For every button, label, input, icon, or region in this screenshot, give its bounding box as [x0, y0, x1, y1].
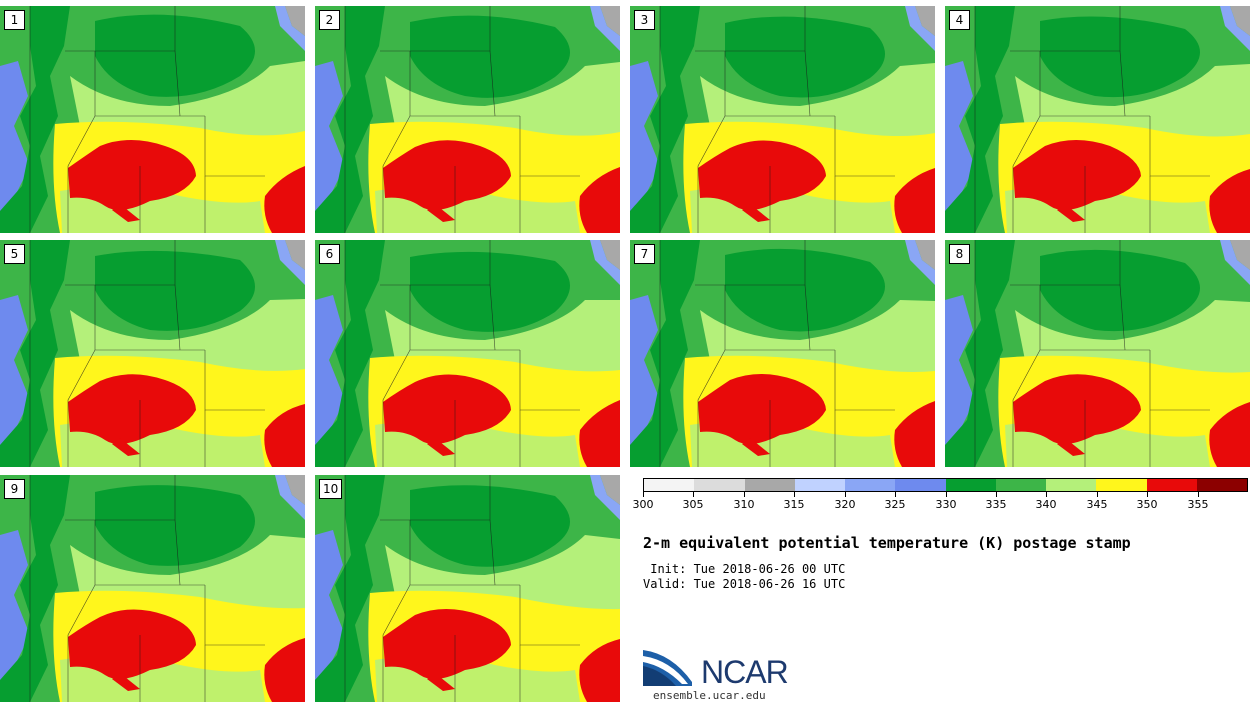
colorbar-segment — [794, 479, 845, 491]
colorbar — [643, 478, 1248, 492]
colorbar-tick-label: 340 — [1035, 498, 1057, 511]
colorbar-segment — [694, 479, 745, 491]
map-field — [315, 6, 620, 233]
member-label: 1 — [4, 10, 25, 30]
map-field — [630, 6, 935, 233]
colorbar-segment — [945, 479, 996, 491]
member-panel: 7 — [630, 240, 935, 467]
colorbar-tick-label: 330 — [935, 498, 957, 511]
map-field — [945, 6, 1250, 233]
colorbar-segment — [845, 479, 896, 491]
member-panel: 9 — [0, 475, 305, 702]
colorbar-segment — [744, 479, 795, 491]
ncar-logo-icon — [643, 650, 692, 686]
member-label: 2 — [319, 10, 340, 30]
colorbar-tick-label: 335 — [985, 498, 1007, 511]
colorbar-tick — [794, 492, 795, 497]
member-panel: 5 — [0, 240, 305, 467]
colorbar-tick — [643, 492, 644, 497]
member-panel: 2 — [315, 6, 620, 233]
colorbar-tick — [845, 492, 846, 497]
colorbar-ticks: 300 305 310 315 320 325 330 335 340 345 350 355 — [633, 492, 1248, 514]
colorbar-tick — [744, 492, 745, 497]
logo-url: ensemble.ucar.edu — [653, 689, 766, 702]
member-label: 5 — [4, 244, 25, 264]
member-label: 6 — [319, 244, 340, 264]
colorbar-tick-label: 315 — [783, 498, 805, 511]
map-field — [0, 240, 305, 467]
colorbar-segment — [1196, 479, 1247, 491]
colorbar-tick — [1198, 492, 1199, 497]
colorbar-tick-label: 325 — [884, 498, 906, 511]
map-field — [315, 475, 620, 702]
map-field — [0, 6, 305, 233]
map-field — [945, 240, 1250, 467]
colorbar-segment — [1046, 479, 1097, 491]
member-panel: 1 — [0, 6, 305, 233]
colorbar-segment — [995, 479, 1046, 491]
colorbar-tick — [946, 492, 947, 497]
member-panel: 4 — [945, 6, 1250, 233]
colorbar-segment — [1146, 479, 1197, 491]
member-label: 10 — [319, 479, 343, 499]
valid-time: Valid: Tue 2018-06-26 16 UTC — [643, 577, 846, 591]
colorbar-tick-label: 350 — [1136, 498, 1158, 511]
logo-wordmark: NCAR — [701, 654, 789, 690]
member-panel: 8 — [945, 240, 1250, 467]
colorbar-segment — [1096, 479, 1147, 491]
colorbar-tick-label: 300 — [632, 498, 654, 511]
colorbar-tick — [693, 492, 694, 497]
member-label: 9 — [4, 479, 25, 499]
colorbar-tick-label: 345 — [1086, 498, 1108, 511]
member-label: 8 — [949, 244, 970, 264]
colorbar-tick-label: 310 — [733, 498, 755, 511]
colorbar-segment — [895, 479, 946, 491]
colorbar-tick — [1046, 492, 1047, 497]
member-label: 4 — [949, 10, 970, 30]
map-field — [0, 475, 305, 702]
colorbar-tick-label: 305 — [682, 498, 704, 511]
map-field — [630, 240, 935, 467]
colorbar-tick — [1147, 492, 1148, 497]
init-time: Init: Tue 2018-06-26 00 UTC — [643, 562, 846, 576]
member-label: 3 — [634, 10, 655, 30]
member-panel: 3 — [630, 6, 935, 233]
colorbar-tick — [1097, 492, 1098, 497]
map-field — [315, 240, 620, 467]
figure-title: 2-m equivalent potential temperature (K)… — [643, 534, 1131, 552]
colorbar-tick — [996, 492, 997, 497]
member-panel: 6 — [315, 240, 620, 467]
colorbar-tick-label: 320 — [834, 498, 856, 511]
colorbar-tick-label: 355 — [1187, 498, 1209, 511]
member-panel: 10 — [315, 475, 620, 702]
member-label: 7 — [634, 244, 655, 264]
colorbar-tick — [895, 492, 896, 497]
colorbar-segment — [644, 479, 695, 491]
